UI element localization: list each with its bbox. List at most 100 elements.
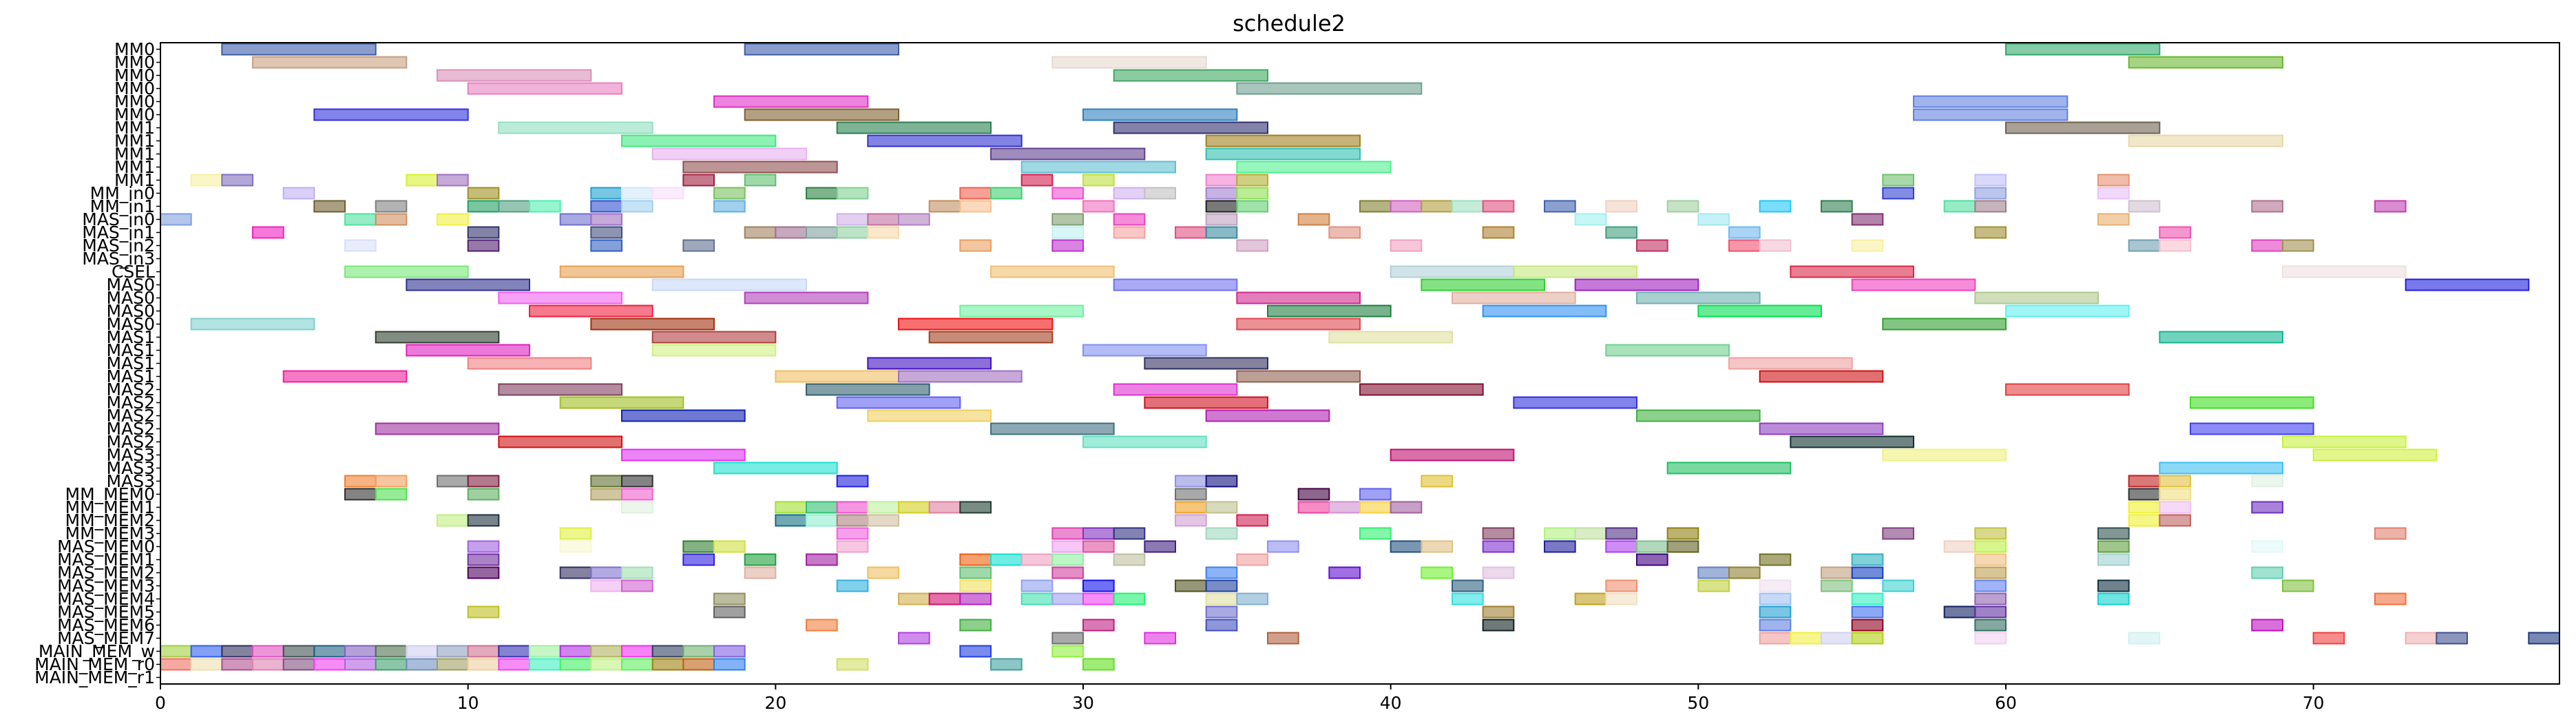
row-label: MM0 xyxy=(114,65,155,85)
task-bar xyxy=(559,213,592,226)
task-bar xyxy=(1205,619,1238,632)
bars-layer xyxy=(160,43,2560,671)
task-bar xyxy=(1759,619,1792,632)
x-tick-label: 0 xyxy=(155,693,166,713)
task-bar xyxy=(1051,566,1085,579)
task-bar xyxy=(1759,605,1792,619)
task-bar xyxy=(2128,56,2284,69)
task-bar xyxy=(959,592,992,605)
task-bar xyxy=(498,383,622,396)
task-bar xyxy=(2097,174,2130,187)
task-bar xyxy=(559,527,592,540)
task-bar xyxy=(1974,200,2007,213)
row-label: MAS_MEM1 xyxy=(57,550,155,570)
task-bar xyxy=(1759,200,1792,213)
task-bar xyxy=(1482,540,1515,553)
task-bar xyxy=(713,658,746,671)
task-bar xyxy=(2251,540,2283,553)
task-bar xyxy=(190,318,315,331)
task-bar xyxy=(467,200,500,213)
task-bar xyxy=(1666,461,1792,475)
task-bar xyxy=(2097,187,2130,200)
task-bar xyxy=(1236,82,1423,95)
task-bar xyxy=(1175,501,1207,514)
task-bar xyxy=(590,239,622,252)
task-bar xyxy=(1236,200,1269,213)
row-label: MAS1 xyxy=(107,366,155,386)
task-bar xyxy=(1082,579,1115,592)
task-bar xyxy=(1328,501,1361,514)
task-bar xyxy=(2374,200,2407,213)
x-tick-label: 60 xyxy=(1995,693,2017,713)
task-bar xyxy=(2190,422,2314,435)
task-bar xyxy=(1759,632,1792,645)
task-bar xyxy=(1205,187,1238,200)
task-bar xyxy=(1390,239,1423,252)
task-bar xyxy=(559,540,592,553)
row-label: MAS3 xyxy=(107,445,155,465)
task-bar xyxy=(1482,527,1515,540)
task-bar xyxy=(1205,213,1238,226)
task-bar xyxy=(1205,592,1238,605)
task-bar xyxy=(1544,540,1576,553)
row-label: MAS0 xyxy=(107,301,155,321)
task-bar xyxy=(1236,174,1269,187)
task-bar xyxy=(313,658,346,671)
task-bar xyxy=(836,579,869,592)
task-bar xyxy=(375,488,408,501)
task-bar xyxy=(467,82,623,95)
task-bar xyxy=(1144,187,1177,200)
task-bar xyxy=(1205,409,1330,422)
task-bar xyxy=(1452,579,1484,592)
task-bar xyxy=(1666,527,1699,540)
task-bar xyxy=(375,331,500,344)
task-bar xyxy=(375,213,408,226)
row-label: MAS2 xyxy=(107,380,155,400)
task-bar xyxy=(590,200,622,213)
task-bar xyxy=(806,187,838,200)
task-bar xyxy=(2282,579,2314,592)
task-bar xyxy=(529,645,561,658)
row-label: MM_MEM1 xyxy=(65,497,155,517)
task-bar xyxy=(2128,514,2161,527)
row-label: MAS_MEM4 xyxy=(57,589,155,609)
task-bar xyxy=(682,239,715,252)
task-bar xyxy=(1666,540,1699,553)
task-bar xyxy=(1882,187,1914,200)
task-bar xyxy=(836,121,992,134)
task-bar xyxy=(713,605,746,619)
task-bar xyxy=(1082,658,1115,671)
row-label: MAS2 xyxy=(107,419,155,439)
task-bar xyxy=(2251,200,2283,213)
task-bar xyxy=(437,645,469,658)
task-bar xyxy=(282,645,315,658)
task-bar xyxy=(2097,579,2130,592)
row-label: MAS_MEM3 xyxy=(57,576,155,596)
task-bar xyxy=(406,174,438,187)
row-label: MAS2 xyxy=(107,406,155,426)
row-label: MAS_in3 xyxy=(82,249,155,269)
task-bar xyxy=(190,645,223,658)
task-bar xyxy=(959,553,992,566)
task-bar xyxy=(867,409,992,422)
task-bar xyxy=(867,226,900,239)
row-label: MM1 xyxy=(114,131,155,151)
task-bar xyxy=(1513,396,1637,409)
task-bar xyxy=(1452,291,1576,304)
task-bar xyxy=(1144,396,1269,409)
task-bar xyxy=(1236,318,1361,331)
task-bar xyxy=(2282,265,2407,278)
task-bar xyxy=(1113,69,1268,82)
row-label: MAS_MEM0 xyxy=(57,537,155,557)
task-bar xyxy=(2312,632,2345,645)
task-bar xyxy=(1082,540,1115,553)
task-bar xyxy=(1943,200,1976,213)
task-bar xyxy=(1390,540,1423,553)
task-bar xyxy=(282,370,408,383)
task-bar xyxy=(898,501,930,514)
row-label: MAS3 xyxy=(107,458,155,478)
task-bar xyxy=(775,514,808,527)
task-bar xyxy=(1082,174,1115,187)
task-bar xyxy=(1051,213,1085,226)
